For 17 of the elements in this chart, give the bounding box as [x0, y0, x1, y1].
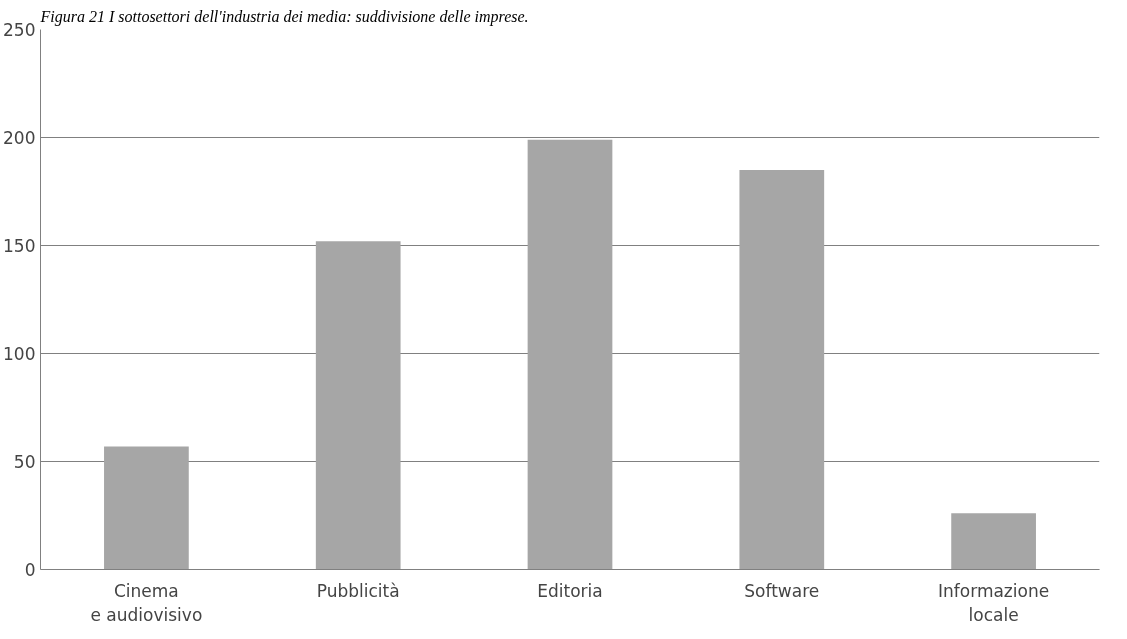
bar — [527, 139, 613, 570]
y-tick-label: 100 — [3, 344, 36, 364]
x-tick-label: Informazione locale — [938, 580, 1050, 625]
y-tick-label: 50 — [13, 452, 36, 472]
x-tick-label: Pubblicità — [316, 580, 400, 601]
y-tick-label: 150 — [3, 236, 36, 256]
x-tick-label: Cinema e audiovisivo — [90, 580, 203, 625]
y-tick-label: 250 — [3, 20, 36, 40]
x-tick-label: Editoria — [537, 580, 603, 601]
y-tick-label: 200 — [3, 128, 36, 148]
x-tick-label: Software — [744, 580, 820, 601]
chart-title: Figura 21 I sottosettori dell'industria dei media: suddivisione delle imprese. — [39, 7, 529, 26]
bar — [104, 446, 189, 570]
bar — [951, 513, 1036, 570]
bar — [739, 169, 825, 570]
y-tick-label: 0 — [24, 560, 36, 580]
bar — [315, 241, 401, 570]
